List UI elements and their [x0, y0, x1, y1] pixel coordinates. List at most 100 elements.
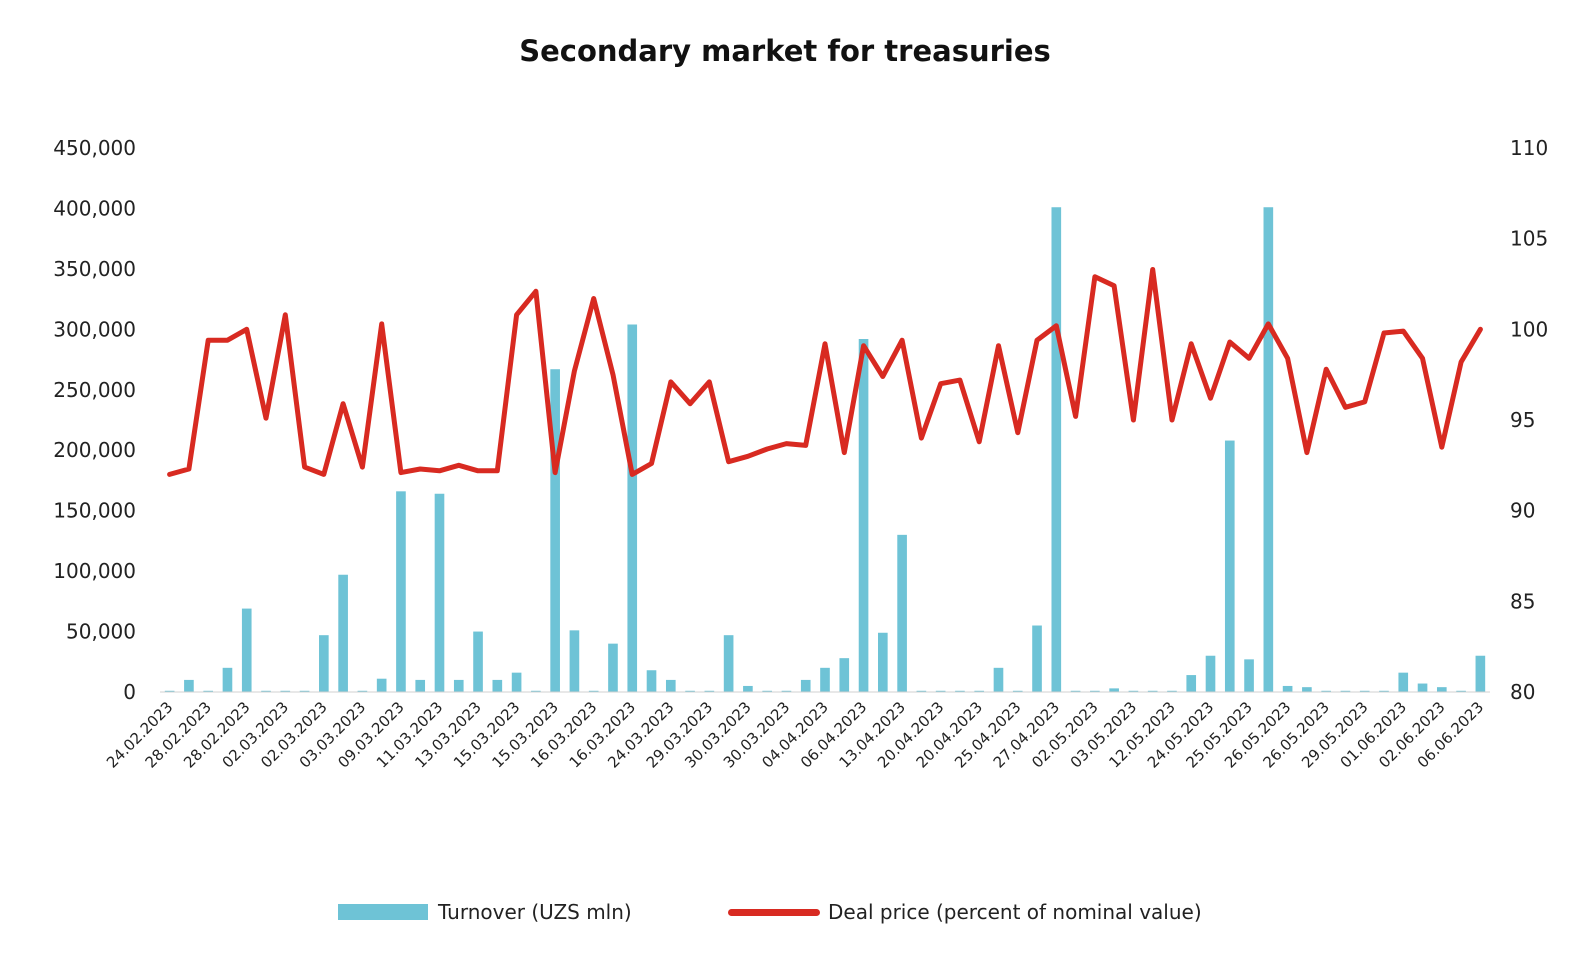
turnover-bar	[800, 679, 811, 692]
turnover-bar	[1417, 683, 1428, 692]
right-axis-tick-label: 85	[1510, 589, 1535, 613]
turnover-bar	[974, 690, 985, 692]
turnover-bar	[704, 690, 715, 692]
legend-item-turnover: Turnover (UZS mln)	[338, 894, 632, 930]
turnover-bar	[685, 690, 695, 692]
turnover-bar	[550, 369, 560, 692]
legend-label-turnover: Turnover (UZS mln)	[438, 900, 632, 924]
turnover-bar	[338, 574, 348, 692]
left-axis-tick-label: 400,000	[53, 196, 136, 220]
turnover-bar	[164, 690, 175, 692]
right-axis-tick-label: 80	[1510, 680, 1535, 704]
turnover-bar	[839, 658, 850, 692]
turnover-bar	[878, 632, 888, 692]
legend-item-deal-price: Deal price (percent of nominal value)	[728, 894, 1202, 930]
turnover-bar	[820, 667, 830, 692]
left-axis-tick-label: 250,000	[53, 378, 136, 402]
turnover-bar	[608, 643, 618, 692]
turnover-bar	[762, 690, 772, 692]
turnover-bar	[396, 491, 406, 692]
legend-swatch-deal-price	[728, 908, 820, 916]
turnover-bar	[222, 667, 233, 692]
turnover-bar	[280, 690, 291, 692]
turnover-bar	[1263, 207, 1274, 693]
left-axis-tick-label: 350,000	[53, 257, 136, 281]
turnover-bar	[1379, 690, 1389, 692]
turnover-bar	[415, 679, 426, 692]
right-axis-tick-label: 95	[1510, 408, 1535, 432]
right-axis-tick-label: 105	[1510, 227, 1548, 251]
turnover-bar	[184, 679, 194, 692]
turnover-bar	[1205, 655, 1216, 692]
turnover-bar	[723, 635, 734, 692]
left-axis-tick-label: 50,000	[66, 620, 136, 644]
turnover-bar	[299, 690, 310, 692]
turnover-bar	[743, 685, 753, 692]
turnover-bar	[1321, 690, 1331, 692]
turnover-bars	[164, 207, 1486, 693]
turnover-bar	[588, 690, 599, 692]
right-axis-tick-label: 100	[1510, 317, 1548, 341]
left-axis-tick-label: 450,000	[53, 136, 136, 160]
turnover-bar	[1475, 655, 1486, 692]
turnover-bar	[916, 690, 927, 692]
turnover-bar	[1090, 690, 1100, 692]
turnover-bar	[1302, 687, 1312, 692]
legend-swatch-turnover	[338, 904, 428, 920]
turnover-bar	[531, 690, 541, 692]
turnover-bar	[511, 672, 522, 692]
legend: Turnover (UZS mln) Deal price (percent o…	[0, 894, 1570, 930]
turnover-bar	[1282, 685, 1293, 692]
turnover-bar	[357, 690, 368, 692]
turnover-bar	[781, 690, 792, 692]
turnover-bar	[376, 678, 387, 692]
right-axis-ticks: 80 85 90 95 100 105 110	[1510, 136, 1548, 704]
turnover-bar	[935, 690, 946, 692]
turnover-bar	[1224, 440, 1235, 692]
turnover-bar	[1244, 659, 1254, 692]
turnover-bar	[897, 534, 907, 692]
turnover-bar	[203, 690, 214, 692]
chart-canvas: 0 50,000 100,000 150,000 200,000 250,000 300,0…	[53, 136, 1548, 772]
turnover-bar	[1051, 207, 1062, 693]
left-axis-ticks: 0 50,000 100,000 150,000 200,000 250,000 300,0…	[53, 136, 136, 704]
turnover-bar	[646, 670, 657, 692]
left-axis-tick-label: 100,000	[53, 559, 136, 583]
turnover-bar	[1359, 690, 1370, 692]
deal-price-line	[167, 267, 1483, 477]
turnover-bar	[319, 635, 329, 692]
turnover-bar	[1456, 690, 1466, 692]
turnover-bar	[434, 493, 445, 692]
turnover-bar	[665, 679, 676, 692]
turnover-bar	[858, 339, 869, 692]
turnover-bar	[492, 679, 503, 692]
turnover-bar	[1147, 690, 1158, 692]
turnover-bar	[473, 631, 483, 692]
turnover-bar	[955, 690, 965, 692]
left-axis-tick-label: 300,000	[53, 317, 136, 341]
turnover-bar	[1186, 675, 1197, 692]
left-axis-tick-label: 0	[123, 680, 136, 704]
turnover-bar	[1109, 688, 1119, 692]
turnover-bar	[1436, 687, 1447, 692]
right-axis-tick-label: 110	[1510, 136, 1548, 160]
right-axis-tick-label: 90	[1510, 499, 1535, 523]
turnover-bar	[1012, 690, 1023, 692]
left-axis-tick-label: 200,000	[53, 438, 136, 462]
chart-title: Secondary market for treasuries	[519, 34, 1051, 68]
left-axis-tick-label: 150,000	[53, 499, 136, 523]
turnover-bar	[241, 608, 252, 692]
turnover-bar	[1070, 690, 1081, 692]
turnover-bar	[1032, 625, 1042, 692]
x-axis-ticks: 24.02.202328.02.202328.02.202302.03.2023…	[103, 698, 1487, 771]
turnover-bar	[569, 630, 580, 692]
turnover-bar	[993, 667, 1004, 692]
legend-label-deal-price: Deal price (percent of nominal value)	[828, 900, 1202, 924]
turnover-bar	[453, 679, 464, 692]
turnover-bar	[261, 690, 271, 692]
turnover-bar	[1167, 690, 1177, 692]
turnover-bar	[1398, 672, 1409, 692]
deal-price-series	[167, 267, 1483, 477]
turnover-bar	[1340, 690, 1351, 692]
turnover-bar	[1128, 690, 1139, 692]
